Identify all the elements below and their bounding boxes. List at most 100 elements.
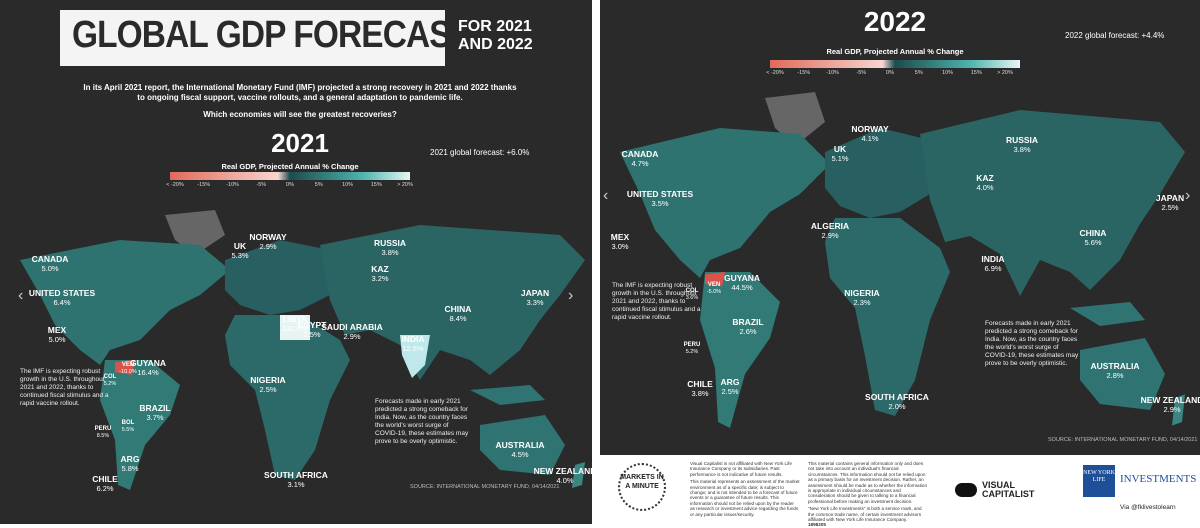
country-value: 3.2% (371, 274, 388, 283)
country-name: COL (104, 374, 117, 380)
country-name: SOUTH AFRICA (865, 392, 929, 402)
prev-arrow[interactable]: ‹ (18, 287, 23, 304)
country-name: NEW ZEALAND (1141, 395, 1200, 405)
country-name: GUYANA (724, 273, 760, 283)
question: Which economies will see the greatest re… (203, 110, 397, 119)
country-value: 5.3% (231, 251, 248, 260)
annotation-text: The IMF is expecting robust growth in th… (612, 282, 701, 321)
country-value: 6.2% (96, 484, 113, 493)
country-name: NEW ZEALAND (534, 466, 597, 476)
country-value: 3.0% (611, 242, 628, 251)
map-2022 (620, 92, 1185, 428)
country-value: 5.0% (41, 264, 58, 273)
country-name: CHINA (445, 304, 472, 314)
country-value: 131.0% (282, 324, 308, 333)
annotation: The IMF is expecting robust growth in th… (20, 368, 110, 408)
legend-label: -10% (226, 182, 239, 188)
legend-label: 10% (942, 70, 953, 76)
country-name: UNITED STATES (29, 288, 96, 298)
country-name: BRAZIL (139, 403, 170, 413)
country-name: NIGERIA (844, 288, 879, 298)
legend-label: -5% (856, 70, 866, 76)
country-value: 44.5% (731, 283, 753, 292)
country-value: 8.4% (449, 314, 466, 323)
divider (592, 0, 600, 524)
country-value: 5.6% (1084, 238, 1101, 247)
country-name: SAUDI ARABIA (321, 322, 383, 332)
vc-icon (955, 483, 977, 497)
annotation-text: Forecasts made in early 2021 predicted a… (985, 320, 1079, 367)
country-value: -10.0% (119, 369, 137, 375)
country-name: RUSSIA (374, 238, 406, 248)
annotation-text: The IMF is expecting robust growth in th… (20, 368, 109, 407)
country-name: RUSSIA (1006, 135, 1038, 145)
country-name: NORWAY (851, 124, 889, 134)
country-name: PERU (95, 426, 112, 432)
disclaimer-text: Visual Capitalist is not affiliated with… (690, 461, 792, 477)
disclaimer: This material contains general informati… (808, 461, 928, 528)
country-value: 2.8% (1106, 371, 1123, 380)
country-name: CHILE (687, 379, 713, 389)
legend-label: -15% (197, 182, 210, 188)
legend-bar (170, 172, 410, 180)
legend-label: < -20% (166, 182, 184, 188)
legend-bar (770, 60, 1020, 68)
country-name: NIGERIA (250, 375, 285, 385)
country-name: ARG (721, 377, 740, 387)
prev-arrow[interactable]: ‹ (603, 187, 608, 204)
country-value: 2.5% (1161, 203, 1178, 212)
country-value: 3.8% (381, 248, 398, 257)
country-name: BOL (122, 420, 135, 426)
disclaimer-text: This material contains general informati… (808, 461, 927, 504)
country-value: 3.6% (686, 295, 699, 301)
country-value: 5.8% (121, 464, 138, 473)
legend-label: > 20% (997, 70, 1013, 76)
annotation: Forecasts made in early 2021 predicted a… (375, 398, 470, 446)
country-name: CANADA (622, 149, 659, 159)
country-value: 4.0% (556, 476, 573, 485)
country-value: 4.1% (861, 134, 878, 143)
annotation: Forecasts made in early 2021 predicted a… (985, 320, 1080, 368)
source: SOURCE: INTERNATIONAL MONETARY FUND, 04/… (1048, 437, 1198, 443)
country-value: 5.0% (48, 335, 65, 344)
country-name: ARG (121, 454, 140, 464)
legend-label: < -20% (766, 70, 784, 76)
country-value: -5.0% (707, 289, 721, 295)
country-name: BRAZIL (732, 317, 763, 327)
country-name: ALGERIA (811, 221, 849, 231)
country-name: INDIA (981, 254, 1004, 264)
vc-logo: VISUAL CAPITALIST (982, 480, 1035, 499)
legend-label: 5% (315, 182, 323, 188)
next-arrow[interactable]: › (568, 287, 573, 304)
country-name: JAPAN (1156, 193, 1184, 203)
country-value: 8.5% (97, 433, 110, 439)
country-value: 2.9% (343, 332, 360, 341)
annotation: The IMF is expecting robust growth in th… (612, 282, 702, 322)
global-forecast: 2022 global forecast: +4.4% (1065, 31, 1165, 40)
next-arrow[interactable]: › (1185, 187, 1190, 204)
year: 2021 (271, 128, 329, 158)
legend-label: 10% (342, 182, 353, 188)
country-value: 2.5% (303, 330, 320, 339)
country-name: AUSTRALIA (495, 440, 544, 450)
country-value: 5.1% (831, 154, 848, 163)
country-value: 2.0% (888, 402, 905, 411)
country-name: CHINA (1080, 228, 1107, 238)
country-name: VEN (708, 282, 720, 288)
country-value: 5.2% (104, 381, 117, 387)
nyl-investments: INVESTMENTS (1120, 473, 1197, 485)
country-name: LIBYA (283, 314, 308, 324)
country-value: 3.8% (691, 389, 708, 398)
source: SOURCE: INTERNATIONAL MONETARY FUND, 04/… (410, 484, 560, 490)
disclaimer-text: "New York Life Investments" is both a se… (808, 506, 922, 523)
country-name: CHILE (92, 474, 118, 484)
title: GLOBAL GDP FORECASTS (72, 14, 493, 56)
nyl-logo: NEW YORK LIFE (1083, 465, 1115, 497)
country-name: AUSTRALIA (1090, 361, 1139, 371)
title-suffix: FOR 2021 AND 2022 (458, 18, 533, 53)
country-value: 3.7% (146, 413, 163, 422)
disclaimer-text: This material represents an assessment o… (690, 479, 800, 517)
legend-label: 15% (371, 182, 382, 188)
country-name: GUYANA (130, 358, 166, 368)
